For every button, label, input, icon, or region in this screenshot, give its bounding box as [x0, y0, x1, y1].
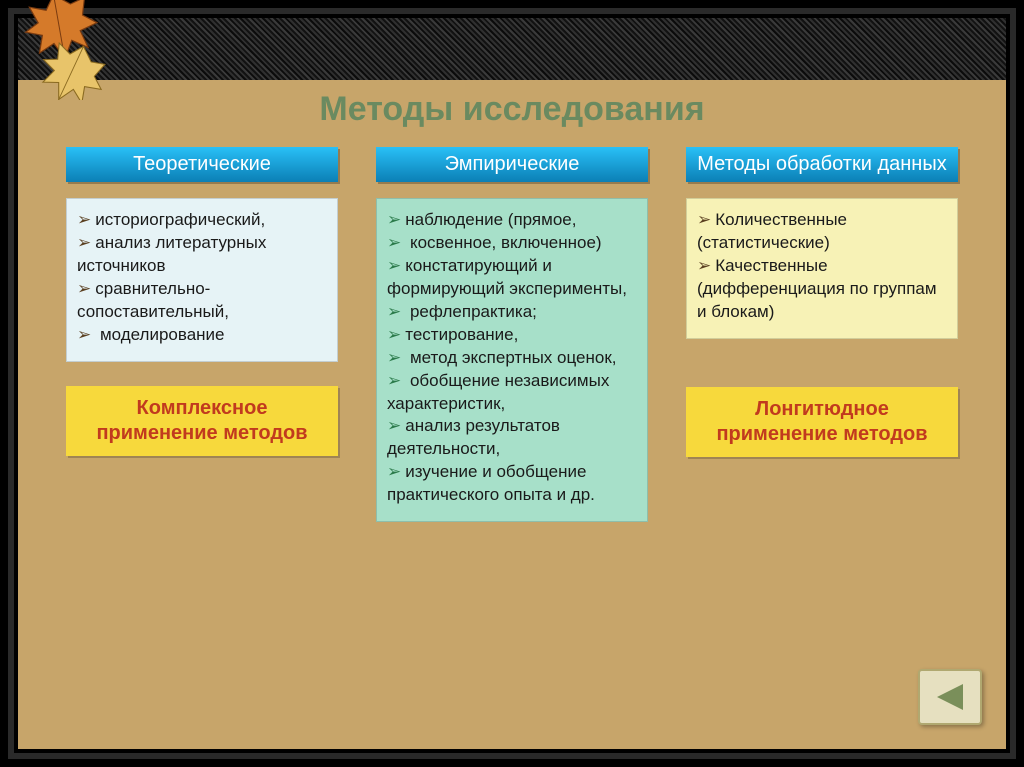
list-item-text: наблюдение (прямое,: [405, 210, 576, 229]
list-item: ➢ рефлепрактика;: [387, 301, 637, 324]
list-item: ➢Качественные (дифференциация по группам…: [697, 255, 947, 324]
bullet-icon: ➢: [387, 416, 401, 435]
list-item: ➢сравнительно-сопоставительный,: [77, 278, 327, 324]
list-item-text: анализ результатов деятельности,: [387, 416, 560, 458]
bullet-icon: ➢: [77, 279, 91, 298]
column-theoretical: Теоретические ➢историографический,➢анали…: [66, 147, 338, 456]
bullet-icon: ➢: [387, 348, 401, 367]
category-header-2: Эмпирические: [376, 147, 648, 182]
category-header-3: Методы обработки данных: [686, 147, 958, 182]
list-item: ➢анализ результатов деятельности,: [387, 415, 637, 461]
column-empirical: Эмпирические ➢наблюдение (прямое,➢ косве…: [376, 147, 648, 522]
list-item: ➢констатирующий и формирующий эксперимен…: [387, 255, 637, 301]
list-item-text: метод экспертных оценок,: [405, 348, 616, 367]
list-item-text: изучение и обобщение практического опыта…: [387, 462, 595, 504]
bullet-icon: ➢: [387, 462, 401, 481]
bullet-icon: ➢: [387, 302, 401, 321]
bullet-icon: ➢: [697, 256, 711, 275]
category-header-1: Теоретические: [66, 147, 338, 182]
list-item-text: историографический,: [95, 210, 265, 229]
list-box-1: ➢историографический,➢анализ литературных…: [66, 198, 338, 362]
bullet-icon: ➢: [387, 325, 401, 344]
list-item: ➢наблюдение (прямое,: [387, 209, 637, 232]
list-item-text: косвенное, включенное): [405, 233, 601, 252]
column-processing: Методы обработки данных ➢Количественные …: [686, 147, 958, 457]
list-item: ➢ моделирование: [77, 324, 327, 347]
list-item-text: Количественные (статистические): [697, 210, 847, 252]
list-item-text: констатирующий и формирующий эксперимент…: [387, 256, 627, 298]
bullet-icon: ➢: [77, 325, 91, 344]
list-item-text: анализ литературных источников: [77, 233, 266, 275]
list-item-text: моделирование: [95, 325, 224, 344]
list-item-text: рефлепрактика;: [405, 302, 537, 321]
list-box-2: ➢наблюдение (прямое,➢ косвенное, включен…: [376, 198, 648, 522]
bullet-icon: ➢: [77, 233, 91, 252]
callout-left: Комплексное применение методов: [66, 386, 338, 456]
slide-title: Методы исследования: [66, 90, 958, 129]
list-item: ➢историографический,: [77, 209, 327, 232]
bullet-icon: ➢: [387, 371, 401, 390]
callout-right: Лонгитюдное применение методов: [686, 387, 958, 457]
list-item: ➢ косвенное, включенное): [387, 232, 637, 255]
triangle-left-icon: [933, 682, 967, 712]
bullet-icon: ➢: [77, 210, 91, 229]
list-item-text: обобщение независимых характеристик,: [387, 371, 609, 413]
list-item: ➢ обобщение независимых характеристик,: [387, 370, 637, 416]
list-item-text: тестирование,: [405, 325, 518, 344]
list-item-text: Качественные (дифференциация по группам …: [697, 256, 937, 321]
list-item: ➢тестирование,: [387, 324, 637, 347]
columns-wrapper: Теоретические ➢историографический,➢анали…: [66, 147, 958, 522]
prev-slide-button[interactable]: [918, 669, 982, 725]
list-item: ➢ метод экспертных оценок,: [387, 347, 637, 370]
bullet-icon: ➢: [697, 210, 711, 229]
list-box-3: ➢Количественные (статистические)➢Качеств…: [686, 198, 958, 339]
list-item: ➢анализ литературных источников: [77, 232, 327, 278]
list-item-text: сравнительно-сопоставительный,: [77, 279, 229, 321]
slide-content: Методы исследования Теоретические ➢истор…: [18, 80, 1006, 749]
list-item: ➢Количественные (статистические): [697, 209, 947, 255]
list-item: ➢изучение и обобщение практического опыт…: [387, 461, 637, 507]
bullet-icon: ➢: [387, 210, 401, 229]
bullet-icon: ➢: [387, 256, 401, 275]
bullet-icon: ➢: [387, 233, 401, 252]
